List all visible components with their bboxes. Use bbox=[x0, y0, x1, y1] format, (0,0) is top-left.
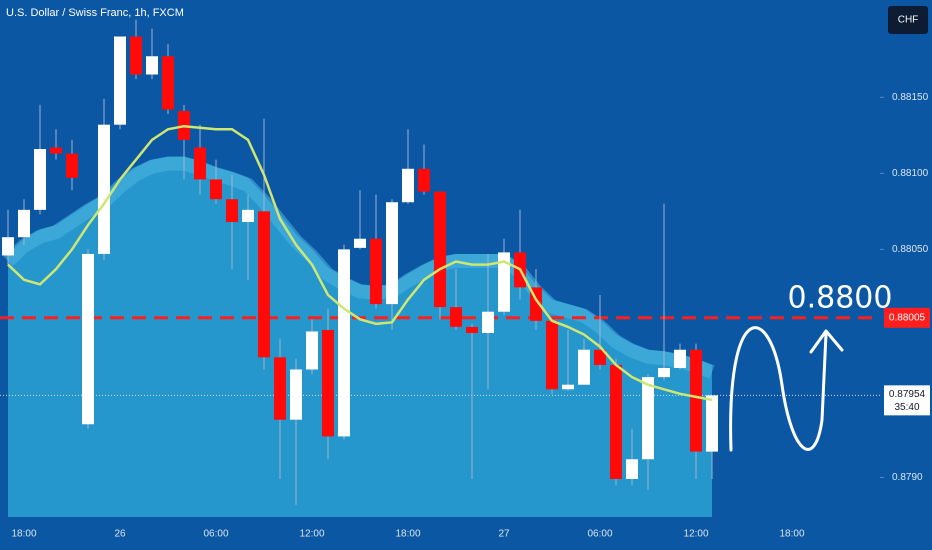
y-tick-label: 0.8790 bbox=[892, 472, 923, 483]
y-tick-label: 0.88100 bbox=[892, 168, 929, 179]
candle-body bbox=[50, 147, 62, 154]
candle-body bbox=[274, 357, 286, 420]
x-tick-label: 18:00 bbox=[395, 529, 420, 540]
candle-body bbox=[2, 237, 14, 256]
candle-body bbox=[578, 349, 590, 385]
plot-area: 0.8790 0.88050 0.88100 0.88150 18:00 26 06:00 1… bbox=[0, 19, 930, 540]
currency-button[interactable] bbox=[888, 6, 928, 34]
candle-body bbox=[226, 199, 238, 223]
candle-body bbox=[290, 369, 302, 420]
candle-body bbox=[626, 459, 638, 479]
y-tick-label: 0.88050 bbox=[892, 244, 929, 255]
x-tick-label: 26 bbox=[114, 529, 126, 540]
candle-body bbox=[18, 209, 30, 238]
candle-body bbox=[386, 202, 398, 305]
candle-body bbox=[450, 307, 462, 327]
x-tick-label: 12:00 bbox=[683, 529, 708, 540]
candle-body bbox=[82, 253, 94, 425]
candle-body bbox=[594, 349, 606, 365]
drawn-wave bbox=[729, 326, 828, 452]
candle-body bbox=[210, 179, 222, 200]
candle-body bbox=[146, 56, 158, 75]
candle-body bbox=[114, 36, 126, 125]
candle-body bbox=[562, 384, 574, 390]
chart-title: U.S. Dollar / Swiss Franc, 1h, FXCM bbox=[6, 7, 184, 19]
candle-body bbox=[466, 326, 478, 334]
candle-body bbox=[194, 147, 206, 180]
x-tick-label: 18:00 bbox=[779, 529, 804, 540]
x-tick-label: 18:00 bbox=[11, 529, 36, 540]
candle-body bbox=[546, 320, 558, 390]
candle-body bbox=[482, 311, 494, 334]
x-tick-label: 06:00 bbox=[587, 529, 612, 540]
candle-body bbox=[658, 367, 670, 378]
annotation: 0.8800 bbox=[788, 281, 893, 316]
drawn-arrow bbox=[809, 329, 844, 354]
candle-body bbox=[306, 331, 318, 370]
candle-body bbox=[706, 395, 718, 452]
x-tick-label: 27 bbox=[498, 529, 510, 540]
moving-average bbox=[7, 124, 713, 402]
price-label: 0.88005 bbox=[889, 312, 926, 323]
candle-body bbox=[66, 153, 78, 178]
currency-label[interactable]: CHF bbox=[898, 15, 919, 26]
x-tick-label: 06:00 bbox=[203, 529, 228, 540]
candle-body bbox=[642, 377, 654, 460]
candle-body bbox=[322, 329, 334, 437]
candle-body bbox=[130, 36, 142, 75]
candle-body bbox=[370, 238, 382, 305]
candle-body bbox=[338, 249, 350, 437]
candle-body bbox=[610, 364, 622, 479]
last-price-label: 0.87954 bbox=[889, 389, 926, 400]
price-label-box bbox=[884, 307, 930, 328]
cloud-area bbox=[8, 156, 712, 517]
x-tick-label: 12:00 bbox=[299, 529, 324, 540]
countdown: 35:40 bbox=[894, 402, 919, 413]
candle-body bbox=[242, 209, 254, 223]
last-price-box bbox=[884, 385, 930, 416]
cloud-edge bbox=[3, 156, 715, 379]
candle-body bbox=[434, 191, 446, 308]
candle-body bbox=[258, 211, 270, 358]
candle-body bbox=[498, 252, 510, 312]
candle-body bbox=[402, 168, 414, 203]
candle-body bbox=[34, 149, 46, 210]
candle-body bbox=[98, 124, 110, 254]
candle-body bbox=[690, 349, 702, 452]
candle-body bbox=[418, 168, 430, 192]
candle-body bbox=[674, 349, 686, 368]
candle-body bbox=[162, 56, 174, 110]
y-tick-label: 0.88150 bbox=[892, 92, 929, 103]
candle-body bbox=[354, 238, 366, 248]
